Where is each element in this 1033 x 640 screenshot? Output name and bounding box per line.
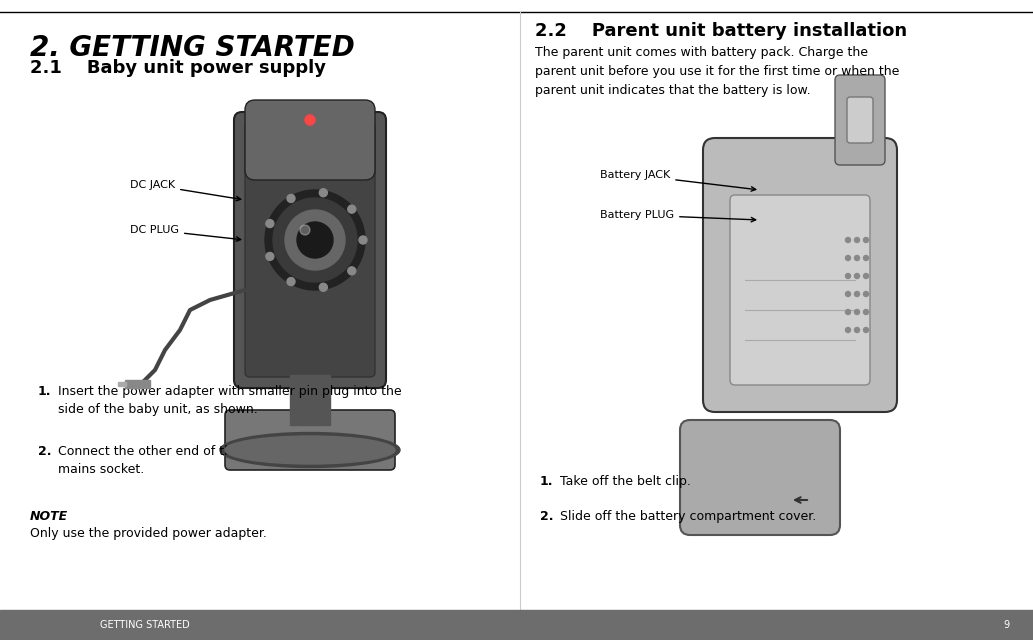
Circle shape bbox=[305, 115, 315, 125]
Circle shape bbox=[300, 225, 310, 235]
Circle shape bbox=[864, 310, 869, 314]
Text: GETTING STARTED: GETTING STARTED bbox=[100, 620, 190, 630]
FancyBboxPatch shape bbox=[835, 75, 885, 165]
FancyBboxPatch shape bbox=[225, 410, 395, 470]
Text: Insert the power adapter with smaller pin plug into the
side of the baby unit, a: Insert the power adapter with smaller pi… bbox=[58, 385, 402, 416]
Text: 1.: 1. bbox=[38, 385, 52, 398]
Circle shape bbox=[845, 310, 850, 314]
Text: 1.: 1. bbox=[540, 475, 554, 488]
Ellipse shape bbox=[225, 436, 395, 464]
Bar bbox=[290, 375, 330, 425]
Circle shape bbox=[265, 252, 274, 260]
Text: 2.: 2. bbox=[38, 445, 52, 458]
Text: Slide off the battery compartment cover.: Slide off the battery compartment cover. bbox=[560, 510, 816, 523]
Circle shape bbox=[864, 273, 869, 278]
Text: The parent unit comes with battery pack. Charge the
parent unit before you use i: The parent unit comes with battery pack.… bbox=[535, 46, 900, 97]
Circle shape bbox=[864, 255, 869, 260]
FancyBboxPatch shape bbox=[730, 195, 870, 385]
Bar bbox=[118, 382, 126, 386]
Text: 2.1    Baby unit power supply: 2.1 Baby unit power supply bbox=[30, 59, 326, 77]
Circle shape bbox=[845, 237, 850, 243]
Circle shape bbox=[854, 255, 859, 260]
Circle shape bbox=[319, 284, 327, 291]
Circle shape bbox=[845, 291, 850, 296]
Circle shape bbox=[854, 237, 859, 243]
Circle shape bbox=[319, 189, 327, 196]
FancyBboxPatch shape bbox=[245, 123, 375, 377]
Circle shape bbox=[864, 328, 869, 333]
Text: Take off the belt clip.: Take off the belt clip. bbox=[560, 475, 691, 488]
Bar bbox=[125, 380, 150, 388]
Circle shape bbox=[265, 220, 274, 228]
Circle shape bbox=[845, 328, 850, 333]
Circle shape bbox=[359, 236, 367, 244]
Circle shape bbox=[854, 273, 859, 278]
Circle shape bbox=[348, 205, 355, 213]
Circle shape bbox=[864, 291, 869, 296]
Circle shape bbox=[845, 273, 850, 278]
Text: DC JACK: DC JACK bbox=[130, 180, 241, 201]
Circle shape bbox=[273, 198, 357, 282]
FancyBboxPatch shape bbox=[703, 138, 897, 412]
FancyBboxPatch shape bbox=[234, 112, 386, 388]
FancyBboxPatch shape bbox=[680, 420, 840, 535]
Text: Battery PLUG: Battery PLUG bbox=[600, 210, 756, 222]
Ellipse shape bbox=[220, 433, 400, 467]
Text: NOTE: NOTE bbox=[30, 510, 68, 523]
Circle shape bbox=[864, 237, 869, 243]
Circle shape bbox=[287, 195, 295, 202]
Circle shape bbox=[287, 278, 295, 285]
Circle shape bbox=[348, 267, 355, 275]
Circle shape bbox=[285, 210, 345, 270]
Circle shape bbox=[298, 222, 333, 258]
Circle shape bbox=[854, 310, 859, 314]
Text: 2.: 2. bbox=[540, 510, 554, 523]
Circle shape bbox=[854, 291, 859, 296]
Text: Only use the provided power adapter.: Only use the provided power adapter. bbox=[30, 527, 267, 540]
Circle shape bbox=[845, 255, 850, 260]
Circle shape bbox=[854, 328, 859, 333]
Text: Connect the other end of the power adapter to the
mains socket.: Connect the other end of the power adapt… bbox=[58, 445, 376, 476]
Circle shape bbox=[265, 190, 365, 290]
Text: 2. GETTING STARTED: 2. GETTING STARTED bbox=[30, 34, 354, 62]
Text: DC PLUG: DC PLUG bbox=[130, 225, 241, 241]
Text: 9: 9 bbox=[1004, 620, 1010, 630]
FancyBboxPatch shape bbox=[245, 100, 375, 180]
Bar bbox=[0, 610, 1033, 640]
Text: 2.2    Parent unit battery installation: 2.2 Parent unit battery installation bbox=[535, 22, 907, 40]
FancyBboxPatch shape bbox=[847, 97, 873, 143]
Text: Battery JACK: Battery JACK bbox=[600, 170, 756, 191]
